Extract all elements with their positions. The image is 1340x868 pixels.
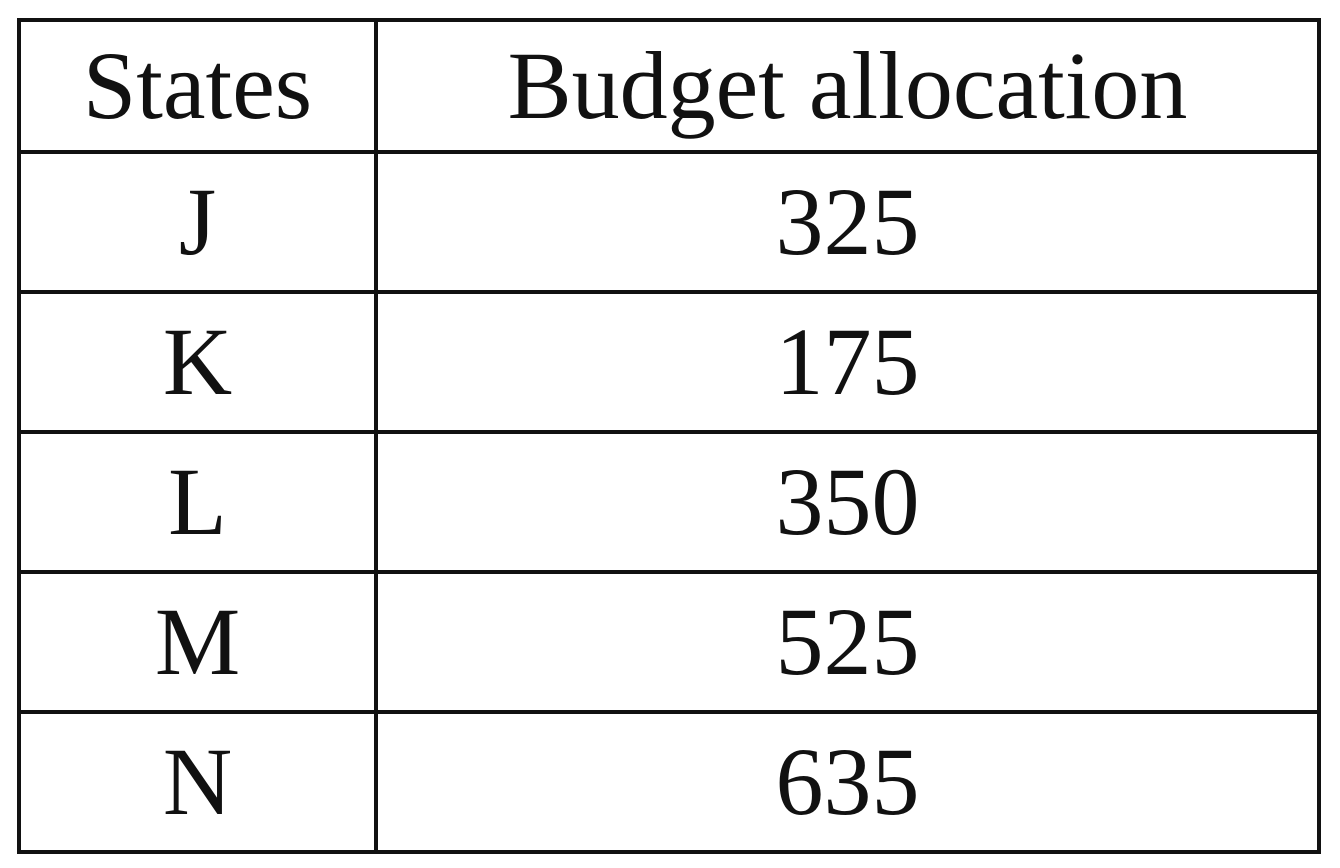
- state-cell: N: [17, 710, 378, 854]
- header-row: States Budget allocation: [17, 18, 1321, 154]
- header-states: States: [17, 18, 378, 154]
- budget-cell: 635: [374, 710, 1321, 854]
- state-cell: J: [17, 150, 378, 294]
- state-cell: M: [17, 570, 378, 714]
- budget-cell: 175: [374, 290, 1321, 434]
- budget-table: States Budget allocation J 325 K 175 L 3…: [17, 18, 1321, 854]
- state-cell: K: [17, 290, 378, 434]
- budget-table-container: States Budget allocation J 325 K 175 L 3…: [17, 18, 1321, 854]
- budget-cell: 525: [374, 570, 1321, 714]
- table-row: J 325: [17, 150, 1321, 294]
- table-row: L 350: [17, 430, 1321, 574]
- budget-cell: 325: [374, 150, 1321, 294]
- table-row: N 635: [17, 710, 1321, 854]
- budget-cell: 350: [374, 430, 1321, 574]
- state-cell: L: [17, 430, 378, 574]
- table-row: K 175: [17, 290, 1321, 434]
- header-budget-allocation: Budget allocation: [374, 18, 1321, 154]
- table-row: M 525: [17, 570, 1321, 714]
